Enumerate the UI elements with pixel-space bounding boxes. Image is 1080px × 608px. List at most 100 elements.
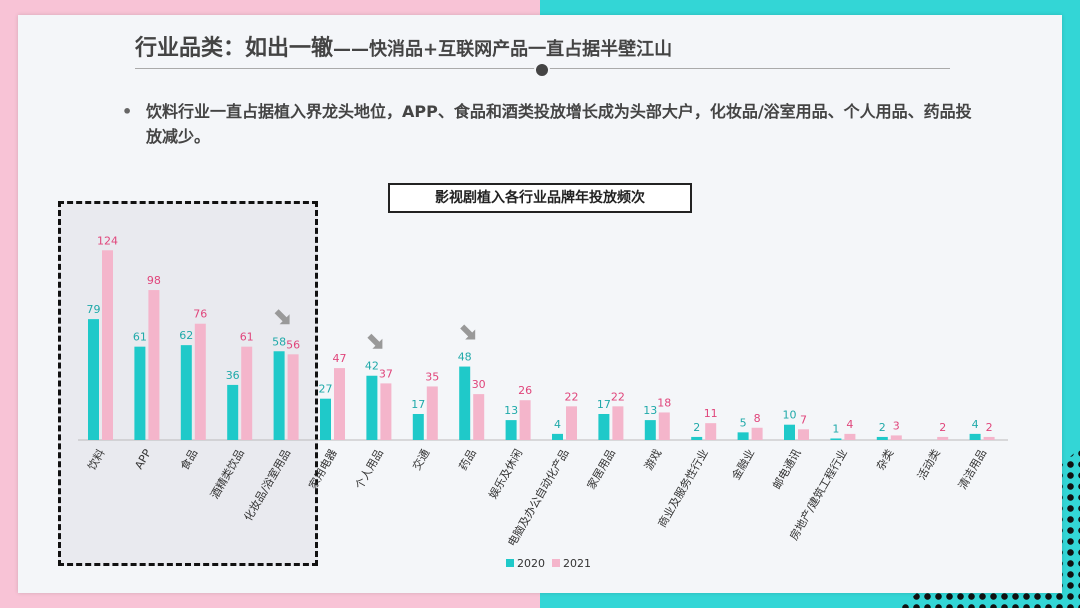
value-label-2021: 76 — [193, 308, 207, 321]
value-label-2020: 5 — [740, 416, 747, 429]
category-label: 金融业 — [729, 447, 758, 483]
category-label: 杂类 — [873, 447, 896, 473]
bar-2021 — [983, 436, 995, 440]
value-label-2020: 17 — [597, 398, 611, 411]
category-label: 化妆品/浴室用品 — [241, 447, 293, 524]
page-title: 行业品类：如出一辙——快消品+互联网产品一直占据半壁江山 — [135, 30, 672, 62]
value-label-2020: 36 — [226, 369, 240, 382]
bar-2021 — [102, 250, 113, 440]
bar-2021 — [287, 354, 299, 440]
bar-2020 — [134, 346, 146, 440]
bullet-text: 饮料行业一直占据植入界龙头地位，APP、食品和酒类投放增长成为头部大户，化妆品/… — [146, 102, 972, 146]
value-label-2020: 79 — [87, 303, 101, 316]
bar-2020 — [459, 366, 471, 440]
value-label-2020: 13 — [643, 404, 657, 417]
value-label-2021: 7 — [800, 413, 807, 426]
value-label-2021: 22 — [611, 390, 625, 403]
value-label-2021: 22 — [565, 390, 579, 403]
value-label-2021: 61 — [240, 331, 254, 344]
bar-2020 — [784, 424, 795, 440]
bar-2020 — [505, 420, 517, 440]
down-arrow-icon — [274, 309, 290, 325]
bar-2020 — [644, 420, 656, 440]
value-label-2021: 2 — [986, 421, 993, 434]
bar-2020 — [180, 345, 192, 440]
value-label-2021: 124 — [97, 234, 118, 247]
bar-2021 — [473, 394, 485, 440]
category-label: 家居用品 — [584, 447, 618, 492]
value-label-2021: 11 — [704, 407, 718, 420]
category-label: 娱乐及休闲 — [486, 446, 526, 501]
bar-2020 — [320, 398, 331, 440]
bar-2020 — [876, 436, 888, 440]
bar-2020 — [691, 436, 703, 440]
value-label-2020: 2 — [693, 421, 700, 434]
bar-2021 — [380, 383, 392, 440]
legend-swatch-2021 — [552, 559, 560, 567]
value-label-2020: 2 — [879, 421, 886, 434]
bar-2021 — [658, 412, 670, 440]
bar-2021 — [798, 429, 809, 440]
legend-swatch-2020 — [506, 559, 514, 567]
value-label-2020: 4 — [972, 418, 979, 431]
bar-2020 — [412, 413, 424, 440]
value-label-2021: 2 — [939, 421, 946, 434]
title-main: 行业品类：如出一辙 — [135, 36, 334, 61]
category-label: 饮料 — [84, 447, 107, 473]
value-label-2021: 56 — [286, 338, 300, 351]
bar-2020 — [598, 413, 610, 440]
value-label-2020: 58 — [272, 335, 286, 348]
value-label-2021: 37 — [379, 367, 393, 380]
bullet-point: • 饮料行业一直占据植入界龙头地位，APP、食品和酒类投放增长成为头部大户，化妆… — [122, 99, 982, 149]
value-label-2020: 48 — [458, 351, 472, 364]
category-label: 药品 — [457, 447, 479, 473]
value-label-2020: 62 — [179, 329, 193, 342]
value-label-2020: 13 — [504, 404, 518, 417]
category-label: 酒精类饮品 — [207, 447, 247, 502]
title-subtitle: ——快消品+互联网产品一直占据半壁江山 — [333, 39, 673, 60]
bar-2021 — [426, 386, 438, 440]
bar-2020 — [273, 351, 285, 440]
category-label: 清洁用品 — [956, 447, 989, 492]
bar-2021 — [890, 435, 902, 440]
bar-2021 — [612, 406, 624, 440]
value-label-2021: 30 — [472, 378, 486, 391]
value-label-2021: 47 — [333, 352, 347, 365]
bar-2021 — [705, 423, 717, 440]
bar-2020 — [830, 438, 842, 440]
category-label: 交通 — [409, 447, 432, 473]
category-label: 家用电器 — [305, 447, 339, 492]
value-label-2021: 98 — [147, 274, 161, 287]
value-label-2020: 1 — [832, 422, 839, 435]
bar-2021 — [519, 400, 531, 440]
title-badge-icon — [534, 62, 550, 78]
down-arrow-icon — [460, 324, 476, 340]
legend-label-2020: 2020 — [517, 557, 545, 570]
bar-2021 — [241, 346, 253, 440]
value-label-2021: 8 — [754, 412, 761, 425]
bar-2020 — [552, 433, 563, 440]
category-label: 食品 — [177, 447, 200, 473]
value-label-2021: 4 — [846, 418, 853, 431]
bar-2021 — [334, 368, 345, 440]
value-label-2020: 61 — [133, 331, 147, 344]
category-label: 游戏 — [642, 447, 664, 473]
down-arrow-icon — [367, 333, 383, 349]
bar-2020 — [227, 384, 239, 440]
value-label-2020: 17 — [411, 398, 425, 411]
value-label-2020: 27 — [319, 383, 333, 396]
bar-2020 — [366, 375, 378, 440]
value-label-2021: 3 — [893, 419, 900, 432]
bar-2021 — [937, 436, 949, 440]
category-label: 个人用品 — [353, 447, 386, 492]
category-label: APP — [132, 447, 154, 472]
value-label-2020: 4 — [554, 418, 561, 431]
chart-title: 影视剧植入各行业品牌年投放频次 — [388, 183, 692, 213]
value-label-2020: 10 — [783, 409, 797, 422]
category-label: 活动类 — [914, 447, 943, 483]
bar-2021 — [751, 427, 763, 440]
bar-2020 — [737, 432, 749, 440]
category-label: 商业及服务性行业 — [655, 447, 711, 530]
bar-2021 — [194, 323, 206, 440]
